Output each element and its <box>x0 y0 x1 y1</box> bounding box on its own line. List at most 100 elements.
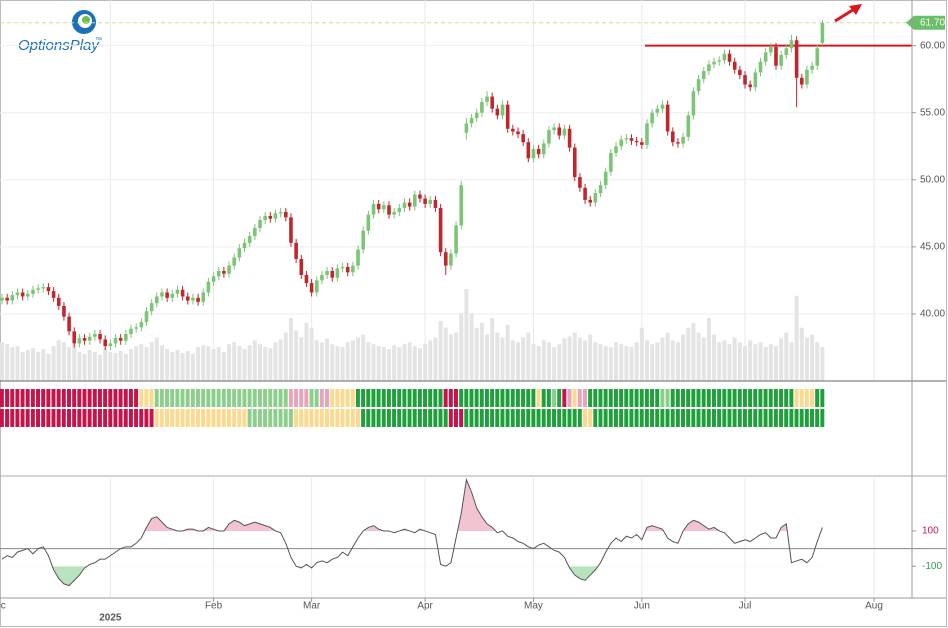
signal-cell <box>763 409 768 427</box>
candle <box>480 97 484 117</box>
candle <box>222 266 226 278</box>
signal-cell <box>144 389 149 407</box>
candle-body <box>717 60 722 62</box>
signal-cell <box>495 409 500 427</box>
signal-cell <box>474 389 479 407</box>
volume-bar <box>608 347 613 381</box>
signal-cell <box>691 389 696 407</box>
signal-cell <box>696 389 701 407</box>
candle <box>103 335 108 351</box>
candle <box>247 232 252 247</box>
volume-bar <box>495 332 500 381</box>
candle-body <box>598 185 603 194</box>
candle-body <box>722 53 727 61</box>
candle <box>258 215 262 233</box>
candle-body <box>815 48 820 66</box>
candle <box>712 57 716 69</box>
signal-cell <box>376 389 381 407</box>
signal-cell <box>268 409 273 427</box>
candle-body <box>748 84 752 88</box>
candle-body <box>376 203 381 210</box>
signal-cell <box>820 389 825 407</box>
signal-cell <box>593 389 598 407</box>
signal-cell <box>325 409 329 427</box>
x-tick-label: May <box>524 601 543 612</box>
candle-body <box>789 40 794 49</box>
signal-cell <box>732 409 737 427</box>
candle <box>526 138 531 163</box>
volume-bar <box>412 346 417 381</box>
volume-bar <box>773 346 778 381</box>
candle <box>784 44 789 60</box>
candle-body <box>36 288 40 290</box>
candle <box>474 108 479 123</box>
signal-cell <box>613 389 618 407</box>
signal-cell <box>278 409 283 427</box>
volume-bar <box>779 338 784 381</box>
signal-cell <box>0 409 4 427</box>
candle-body <box>805 69 809 85</box>
signal-cell <box>185 389 190 407</box>
volume-bar <box>438 320 443 381</box>
signal-cell <box>521 389 526 407</box>
candle <box>640 138 644 149</box>
candle-body <box>366 214 371 231</box>
candle-body <box>727 53 732 62</box>
signal-cell <box>185 409 190 427</box>
candle-body <box>732 61 737 70</box>
candle <box>134 323 138 333</box>
signal-cell <box>541 409 546 427</box>
signal-cell <box>696 409 701 427</box>
signal-cell <box>252 389 257 407</box>
candle <box>206 277 211 297</box>
volume-bar <box>278 339 283 381</box>
signal-cell <box>386 409 391 427</box>
y-tick-label: 50.00 <box>920 174 945 185</box>
volume-bar <box>464 289 469 381</box>
signal-cell <box>521 409 526 427</box>
candle <box>794 36 799 108</box>
signal-cell <box>67 409 71 427</box>
candle <box>490 92 494 113</box>
candle <box>511 124 515 136</box>
volume-bar <box>588 334 593 381</box>
signal-cell <box>201 409 206 427</box>
signal-cell <box>304 409 309 427</box>
signal-cell <box>149 389 154 407</box>
candle <box>273 209 278 223</box>
signal-cell <box>355 389 360 407</box>
candle-body <box>516 131 520 135</box>
volume-bar <box>681 334 686 381</box>
volume-bar <box>268 348 273 381</box>
candle-body <box>423 198 427 204</box>
signal-cell <box>278 389 283 407</box>
signal-cell <box>325 389 329 407</box>
signal-cell <box>252 409 257 427</box>
signal-cell <box>490 389 495 407</box>
candle-body <box>531 148 536 159</box>
signal-cell <box>412 389 417 407</box>
signal-cell <box>448 389 453 407</box>
volume-bar <box>737 342 742 381</box>
candle-body <box>165 292 169 298</box>
signal-cell <box>355 409 360 427</box>
signal-cell <box>407 409 412 427</box>
signal-cell <box>459 389 464 407</box>
volume-bar <box>510 340 515 381</box>
signal-cell <box>154 389 159 407</box>
candle <box>139 317 144 332</box>
volume-bar <box>567 336 572 381</box>
candle <box>820 20 825 46</box>
signal-cell <box>510 389 515 407</box>
candle-body <box>707 64 711 72</box>
candle-body <box>541 143 546 155</box>
candle-body <box>87 336 92 341</box>
candle-body <box>20 292 25 297</box>
signal-cell <box>675 389 680 407</box>
volume-bar <box>376 346 381 381</box>
candle <box>5 293 9 305</box>
candle <box>82 334 87 345</box>
signal-cell <box>727 409 732 427</box>
signal-cell <box>216 389 221 407</box>
volume-bar <box>572 332 577 381</box>
